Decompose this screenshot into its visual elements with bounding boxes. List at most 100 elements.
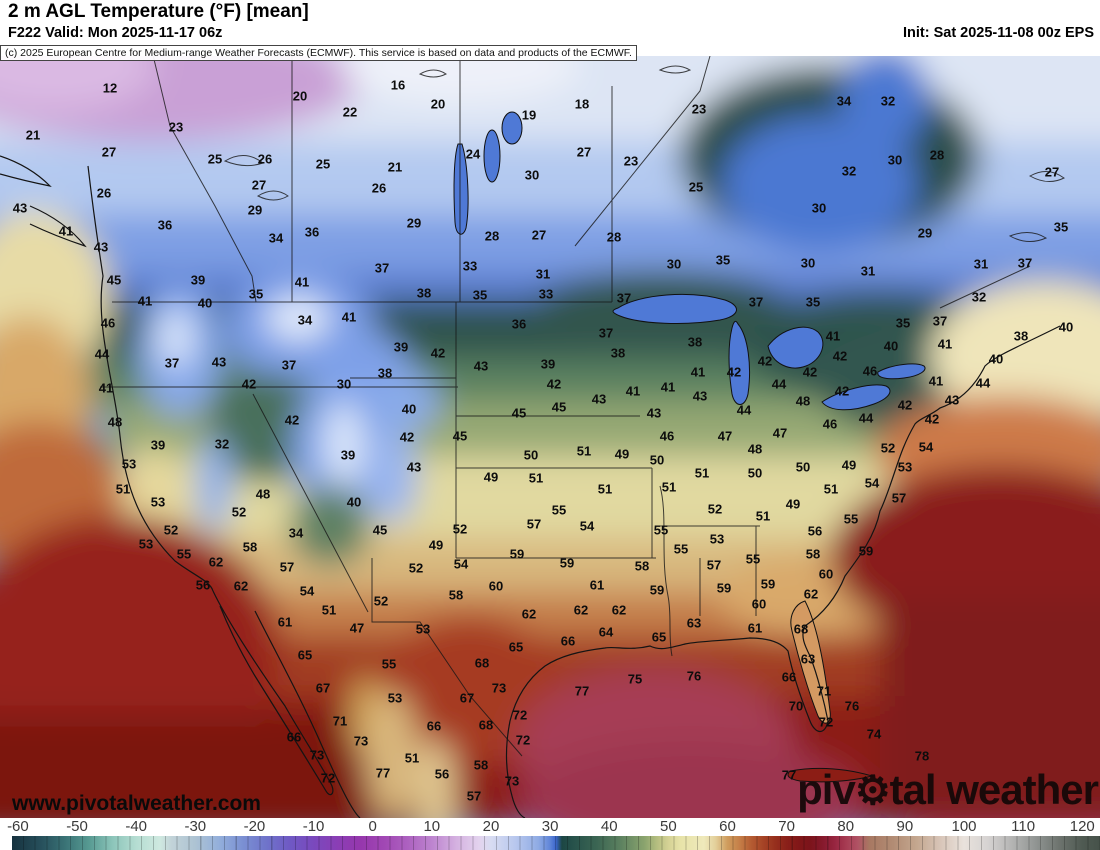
temp-value-label: 25 — [688, 179, 704, 195]
temp-value-label: 29 — [917, 225, 933, 241]
temp-value-label: 20 — [292, 88, 308, 104]
temp-value-label: 40 — [346, 494, 362, 510]
temp-value-label: 78 — [914, 748, 930, 764]
colorbar-tick: 10 — [423, 818, 441, 835]
temp-value-label: 27 — [101, 144, 117, 160]
temp-value-label: 66 — [426, 718, 442, 734]
temp-value-label: 62 — [521, 606, 537, 622]
temp-value-label: 43 — [944, 392, 960, 408]
temp-value-label: 52 — [163, 522, 179, 538]
temp-value-label: 65 — [297, 647, 313, 663]
temp-value-label: 31 — [860, 263, 876, 279]
temp-value-label: 44 — [975, 375, 991, 391]
temperature-field-graphic — [0, 56, 1100, 818]
temp-value-label: 30 — [336, 376, 352, 392]
temperature-labels-layer: 12 20 22 16 20 19 18 23 34 32 21 23 27 25 26 25 24 27 23 21… — [0, 56, 1100, 818]
temp-value-label: 29 — [247, 202, 263, 218]
temp-value-label: 71 — [332, 713, 348, 729]
temp-value-label: 25 — [207, 151, 223, 167]
temp-value-label: 44 — [94, 346, 110, 362]
temp-value-label: 34 — [268, 230, 284, 246]
temp-value-label: 51 — [755, 508, 771, 524]
temp-value-label: 41 — [937, 336, 953, 352]
temp-value-label: 37 — [598, 325, 614, 341]
temp-value-label: 57 — [891, 490, 907, 506]
temp-value-label: 43 — [12, 200, 28, 216]
temp-value-label: 42 — [757, 353, 773, 369]
temp-value-label: 56 — [195, 577, 211, 593]
temp-value-label: 36 — [157, 217, 173, 233]
florida-peninsula — [790, 600, 831, 724]
temp-value-label: 55 — [176, 546, 192, 562]
temp-value-label: 43 — [406, 459, 422, 475]
temp-value-label: 62 — [611, 602, 627, 618]
colorbar-tick: 110 — [1011, 818, 1036, 835]
temp-value-label: 42 — [284, 412, 300, 428]
temp-value-label: 37 — [748, 294, 764, 310]
temp-value-label: 44 — [771, 376, 787, 392]
temp-value-label: 60 — [488, 578, 504, 594]
temp-value-label: 30 — [811, 200, 827, 216]
temp-value-label: 59 — [649, 582, 665, 598]
temp-value-label: 41 — [825, 328, 841, 344]
temp-value-label: 73 — [309, 747, 325, 763]
temp-value-label: 55 — [843, 511, 859, 527]
temp-value-label: 41 — [341, 309, 357, 325]
temp-value-label: 51 — [694, 465, 710, 481]
temp-value-label: 38 — [1013, 328, 1029, 344]
temp-value-label: 35 — [895, 315, 911, 331]
temp-value-label: 43 — [646, 405, 662, 421]
temp-value-label: 51 — [597, 481, 613, 497]
colorbar-tick: -20 — [243, 818, 266, 835]
temp-value-label: 50 — [649, 452, 665, 468]
colorbar-tick: 90 — [896, 818, 914, 835]
temp-value-label: 30 — [800, 255, 816, 271]
temp-value-label: 51 — [576, 443, 592, 459]
temp-value-label: 62 — [803, 586, 819, 602]
colorbar-tick: 70 — [778, 818, 795, 835]
temp-value-label: 67 — [315, 680, 331, 696]
temp-value-label: 24 — [465, 146, 481, 162]
temp-value-label: 65 — [508, 639, 524, 655]
temp-value-label: 30 — [524, 167, 540, 183]
temp-value-label: 68 — [478, 717, 494, 733]
temp-value-label: 27 — [251, 177, 267, 193]
temp-value-label: 44 — [858, 410, 874, 426]
temp-value-label: 23 — [623, 153, 639, 169]
temp-value-label: 53 — [709, 531, 725, 547]
temp-value-label: 22 — [342, 104, 358, 120]
colorbar-tick: 0 — [368, 818, 377, 835]
temp-value-label: 46 — [862, 363, 878, 379]
temp-value-label: 70 — [788, 698, 804, 714]
temp-value-label: 53 — [387, 690, 403, 706]
temp-value-label: 27 — [1044, 164, 1060, 180]
temp-value-label: 28 — [929, 147, 945, 163]
temp-value-label: 73 — [504, 773, 520, 789]
temp-value-label: 49 — [614, 446, 630, 462]
temp-value-label: 43 — [93, 239, 109, 255]
temp-value-label: 61 — [589, 577, 605, 593]
temp-value-label: 49 — [785, 496, 801, 512]
temp-value-label: 21 — [25, 127, 41, 143]
temp-value-label: 37 — [932, 313, 948, 329]
temp-value-label: 75 — [627, 671, 643, 687]
temp-value-label: 62 — [573, 602, 589, 618]
temp-value-label: 41 — [625, 383, 641, 399]
temp-value-label: 51 — [321, 602, 337, 618]
temp-value-label: 37 — [281, 357, 297, 373]
colorbar-tick: 120 — [1069, 818, 1095, 835]
temp-value-label: 41 — [660, 379, 676, 395]
temp-value-label: 50 — [795, 459, 811, 475]
temp-value-label: 53 — [150, 494, 166, 510]
temp-value-label: 32 — [214, 436, 230, 452]
colorbar-tick: -60 — [7, 818, 29, 835]
temp-value-label: 57 — [279, 559, 295, 575]
temp-value-label: 21 — [387, 159, 403, 175]
temp-value-label: 47 — [717, 428, 733, 444]
temp-value-label: 74 — [866, 726, 882, 742]
temp-value-label: 52 — [452, 521, 468, 537]
temp-value-label: 56 — [807, 523, 823, 539]
temp-value-label: 28 — [606, 229, 622, 245]
temp-value-label: 32 — [880, 93, 896, 109]
coastlines — [0, 155, 1061, 818]
